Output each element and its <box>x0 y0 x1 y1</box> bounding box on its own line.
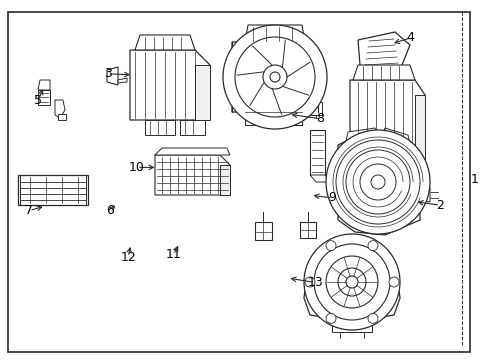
Circle shape <box>367 240 377 251</box>
Polygon shape <box>345 128 379 145</box>
Circle shape <box>304 234 399 330</box>
Polygon shape <box>331 322 371 332</box>
Text: 9: 9 <box>328 192 336 204</box>
Circle shape <box>346 276 357 288</box>
Polygon shape <box>309 102 321 115</box>
Polygon shape <box>244 25 305 42</box>
Text: 8: 8 <box>316 112 324 125</box>
Polygon shape <box>145 120 175 135</box>
Circle shape <box>325 240 335 251</box>
Polygon shape <box>299 222 315 238</box>
Polygon shape <box>155 155 229 195</box>
Polygon shape <box>305 55 317 112</box>
Polygon shape <box>58 114 66 120</box>
Polygon shape <box>107 67 118 85</box>
Polygon shape <box>417 188 429 202</box>
Polygon shape <box>379 128 409 145</box>
Circle shape <box>305 277 314 287</box>
Polygon shape <box>38 90 50 105</box>
Circle shape <box>337 268 365 296</box>
Circle shape <box>223 25 326 129</box>
Circle shape <box>370 175 384 189</box>
Text: 10: 10 <box>129 161 144 174</box>
Circle shape <box>367 313 377 323</box>
Text: 13: 13 <box>307 276 323 289</box>
Polygon shape <box>414 95 424 190</box>
Polygon shape <box>357 32 409 75</box>
Circle shape <box>335 140 419 224</box>
Polygon shape <box>118 78 127 83</box>
Polygon shape <box>18 175 88 205</box>
Polygon shape <box>309 175 329 182</box>
Polygon shape <box>337 132 419 235</box>
Polygon shape <box>349 80 424 190</box>
Circle shape <box>388 277 398 287</box>
Circle shape <box>359 164 395 200</box>
Polygon shape <box>195 65 209 120</box>
Polygon shape <box>135 35 195 50</box>
Text: 3: 3 <box>103 67 111 80</box>
Circle shape <box>325 256 377 308</box>
Text: 5: 5 <box>34 94 42 107</box>
Text: 1: 1 <box>469 174 477 186</box>
Circle shape <box>325 130 429 234</box>
Polygon shape <box>55 100 65 118</box>
Text: 2: 2 <box>435 199 443 212</box>
Text: 7: 7 <box>25 204 33 217</box>
Text: 12: 12 <box>120 251 136 264</box>
Circle shape <box>325 313 335 323</box>
Polygon shape <box>254 222 271 240</box>
Circle shape <box>269 72 280 82</box>
Circle shape <box>235 37 314 117</box>
Text: 11: 11 <box>165 248 181 261</box>
Polygon shape <box>130 50 209 120</box>
Text: 4: 4 <box>406 31 414 44</box>
Circle shape <box>263 65 286 89</box>
Polygon shape <box>220 165 229 195</box>
Polygon shape <box>352 65 414 80</box>
Circle shape <box>313 244 389 320</box>
Polygon shape <box>180 120 204 135</box>
Text: 6: 6 <box>106 204 114 217</box>
Circle shape <box>346 150 409 214</box>
Polygon shape <box>244 110 302 125</box>
Polygon shape <box>309 130 325 175</box>
Polygon shape <box>38 80 50 90</box>
Polygon shape <box>231 42 317 112</box>
Polygon shape <box>155 148 229 155</box>
Polygon shape <box>304 248 399 322</box>
